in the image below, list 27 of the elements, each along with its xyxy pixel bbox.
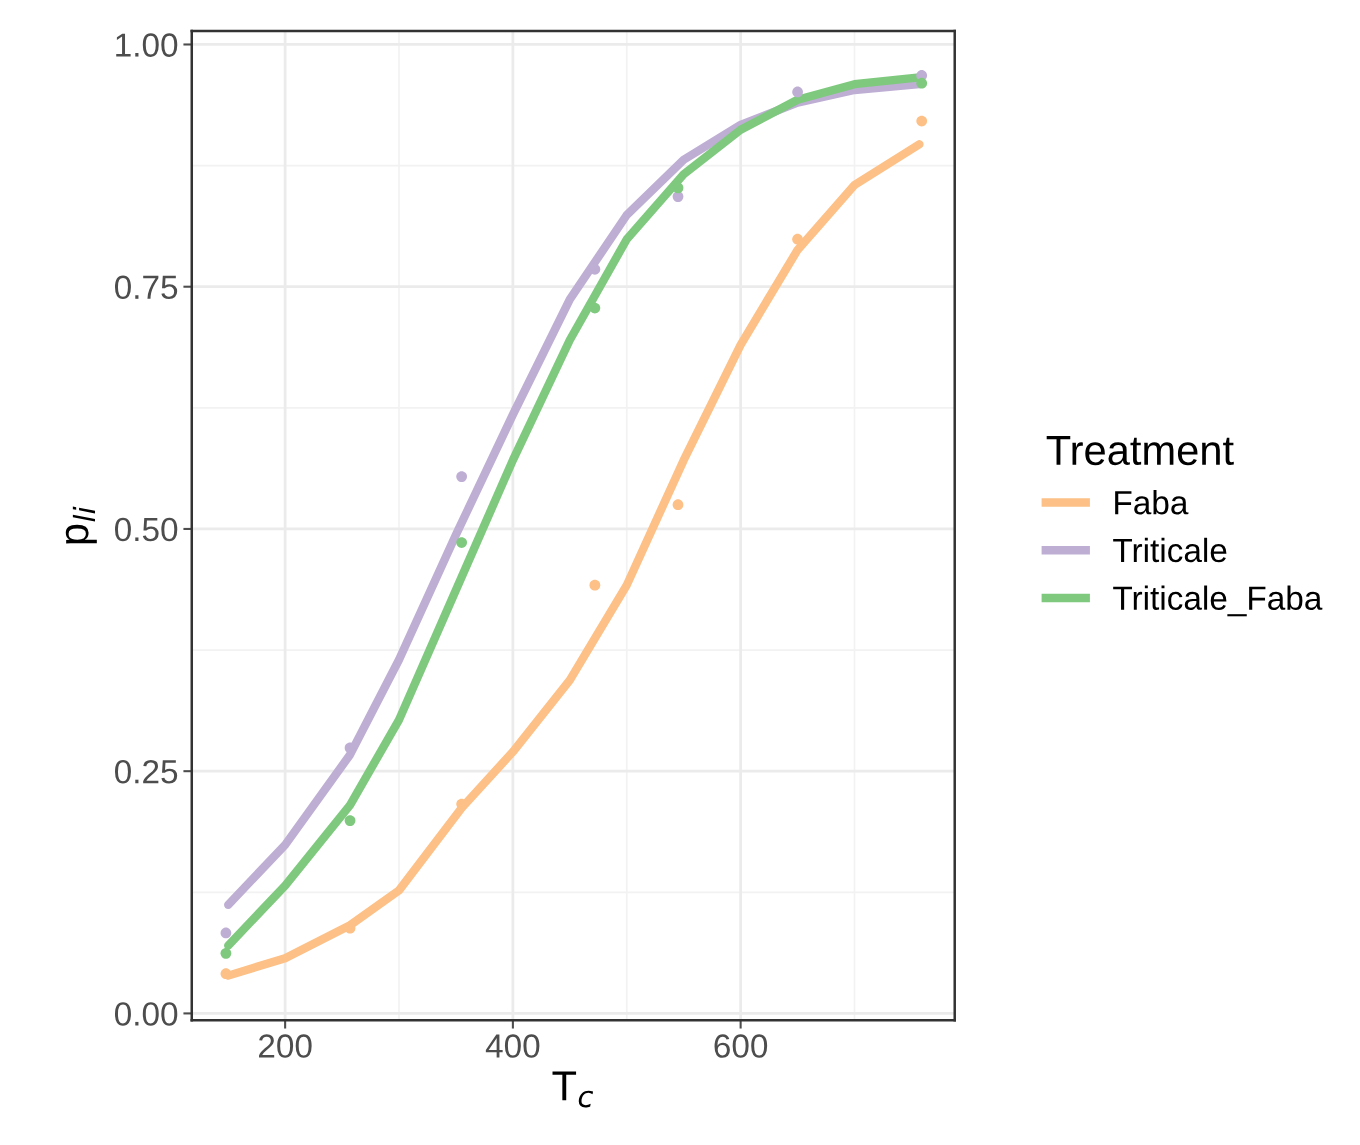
point: [916, 115, 928, 127]
point: [589, 302, 601, 314]
x-tick-label: 200: [259, 1034, 312, 1058]
point: [456, 537, 468, 548]
y-tick-label: 0.25: [115, 759, 178, 784]
point: [792, 233, 803, 245]
point: [589, 579, 601, 591]
point: [220, 968, 232, 980]
y-tick-label: 0.50: [115, 517, 178, 542]
legend-title: Treatment: [1046, 436, 1234, 466]
point: [672, 499, 684, 511]
legend-label: Faba: [1115, 490, 1189, 515]
x-tick-label: 400: [485, 1034, 540, 1058]
legend-label: Triticale_Faba: [1113, 585, 1323, 617]
point: [344, 815, 356, 826]
y-axis-title: p$_{li}$: [65, 506, 97, 544]
point: [792, 86, 803, 98]
y-tick-label: 0.00: [115, 1002, 178, 1026]
point: [220, 947, 232, 959]
point: [456, 471, 468, 482]
point: [916, 77, 928, 89]
point: [220, 927, 232, 939]
x-axis-title: T$_{c}$: [552, 1071, 594, 1108]
y-tick-label: 1.00: [116, 33, 178, 57]
legend-label: Triticale: [1113, 537, 1227, 563]
x-tick-label: 600: [714, 1034, 768, 1058]
y-tick-label: 0.75: [115, 275, 178, 300]
